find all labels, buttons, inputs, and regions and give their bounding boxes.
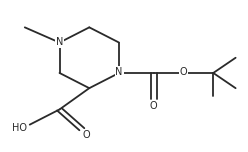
Text: N: N: [56, 37, 63, 47]
Text: O: O: [83, 130, 91, 140]
Text: HO: HO: [12, 123, 27, 133]
Text: N: N: [115, 67, 123, 77]
Text: O: O: [150, 101, 157, 111]
Text: O: O: [180, 67, 187, 77]
